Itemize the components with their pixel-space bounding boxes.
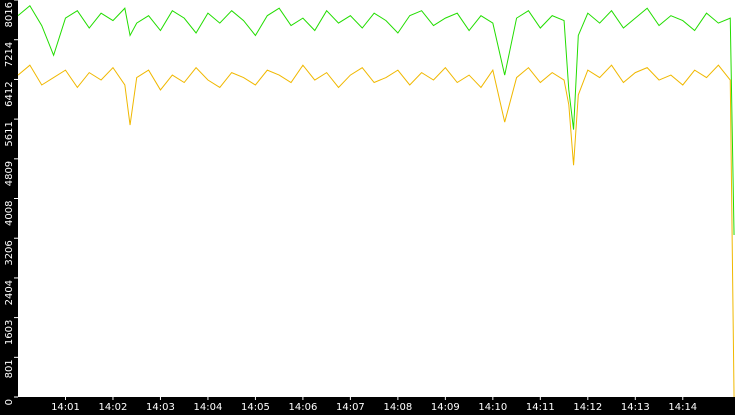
y-tick-label: 5611: [4, 121, 15, 146]
x-tick-label: 14:04: [194, 402, 223, 413]
x-tick-label: 14:06: [288, 402, 317, 413]
x-tick-label: 14:08: [383, 402, 412, 413]
x-tick-label: 14:02: [99, 402, 128, 413]
y-axis-bar: [0, 0, 18, 415]
x-tick-label: 14:14: [668, 402, 697, 413]
y-tick-label: 2404: [4, 280, 15, 305]
x-tick-label: 14:12: [573, 402, 602, 413]
y-tick-label: 4008: [4, 201, 15, 226]
x-axis-bar: [0, 397, 735, 415]
x-tick-label: 14:07: [336, 402, 365, 413]
y-tick-label: 4809: [4, 161, 15, 186]
y-tick-label: 7214: [4, 42, 15, 67]
y-tick-label: 1603: [4, 320, 15, 345]
y-tick-label: 8016: [4, 2, 15, 27]
x-tick-label: 14:09: [431, 402, 460, 413]
y-tick-label: 801: [4, 359, 15, 378]
plot-area: [18, 0, 735, 397]
x-tick-label: 14:03: [146, 402, 175, 413]
x-tick-label: 14:13: [621, 402, 650, 413]
series-line: [17, 4, 735, 236]
y-tick-label: 0: [4, 399, 15, 405]
x-tick-label: 14:10: [478, 402, 507, 413]
series-line: [17, 64, 735, 398]
x-tick-label: 14:11: [526, 402, 555, 413]
y-tick-label: 6412: [4, 81, 15, 106]
x-tick-label: 14:01: [51, 402, 80, 413]
y-tick-label: 3206: [4, 240, 15, 265]
x-tick-label: 14:05: [241, 402, 270, 413]
